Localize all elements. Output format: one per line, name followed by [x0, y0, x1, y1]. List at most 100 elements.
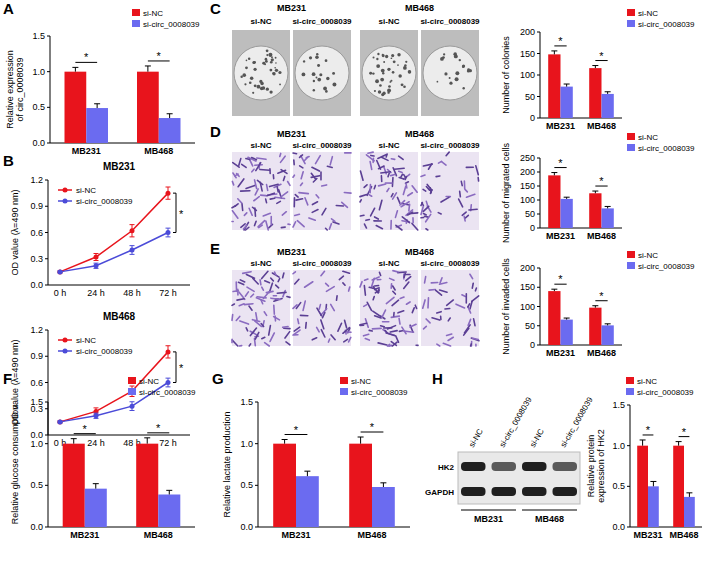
- y-tick: [45, 206, 48, 207]
- cell: [470, 344, 472, 346]
- cell: [261, 300, 263, 304]
- y-tick-label: 0.5: [30, 480, 43, 490]
- error-bar: [94, 254, 99, 261]
- cell: [249, 208, 252, 215]
- cell: [404, 282, 409, 288]
- error-bar: [72, 67, 78, 71]
- cell: [381, 176, 383, 182]
- y-tick-label: 0: [530, 340, 535, 350]
- error-bar: [564, 84, 570, 87]
- cell: [321, 330, 325, 337]
- y-tick-label: 250: [520, 153, 535, 163]
- colony: [269, 90, 272, 93]
- cell: [332, 219, 335, 222]
- cell: [412, 186, 417, 192]
- group-line: [522, 510, 577, 511]
- legend-swatch: [627, 133, 635, 140]
- colony: [266, 54, 268, 56]
- y-tick-label: 0.6: [30, 378, 43, 388]
- cell: [331, 304, 335, 310]
- image-condition-label: si-circ_0008039: [292, 141, 352, 150]
- error-bar: [564, 318, 570, 320]
- y-axis-label: Number of migrated cells: [501, 142, 511, 243]
- significance: *: [558, 157, 563, 169]
- error-bar: [166, 228, 171, 237]
- cell: [322, 208, 326, 214]
- cell: [399, 171, 402, 172]
- cell: [326, 283, 329, 286]
- cell: [399, 178, 404, 179]
- significance: *: [558, 35, 563, 47]
- bar: [85, 489, 107, 527]
- colony: [382, 54, 385, 57]
- marker: [130, 228, 135, 233]
- cell: [253, 207, 257, 210]
- error-bar: [145, 66, 151, 72]
- error-bar: [564, 197, 570, 199]
- cell: [269, 326, 271, 335]
- cell: [436, 175, 440, 177]
- cell: [349, 337, 351, 342]
- cell: [299, 193, 308, 194]
- photo-bg: [293, 152, 351, 230]
- y-axis-label: OD value (λ=490 nm): [10, 190, 20, 276]
- marker: [94, 413, 99, 418]
- legend: si-NCsi-circ_0008039: [340, 377, 408, 397]
- cell: [396, 225, 402, 230]
- y-tick: [47, 71, 50, 72]
- cell: [277, 201, 281, 203]
- cell: [377, 279, 381, 281]
- cell: [438, 161, 441, 163]
- colony: [443, 53, 445, 55]
- colony: [332, 72, 335, 75]
- cell: [437, 344, 440, 346]
- cell: [438, 213, 441, 214]
- cell: [305, 157, 308, 160]
- colony: [437, 81, 439, 83]
- cell: [403, 186, 405, 194]
- significance: *: [370, 421, 375, 433]
- colony: [391, 57, 393, 59]
- photo: [232, 270, 290, 346]
- cell: [293, 272, 295, 274]
- cell: [244, 213, 246, 215]
- colony: [455, 71, 459, 75]
- y-tick-label: 0.9: [30, 351, 43, 361]
- colony: [376, 64, 380, 68]
- cell: [404, 331, 414, 332]
- cell: [426, 214, 431, 221]
- colony: [332, 83, 336, 87]
- significance: *: [599, 50, 604, 62]
- y-tick: [627, 405, 630, 406]
- cell: [250, 328, 256, 336]
- cell: [472, 283, 475, 288]
- colony: [403, 85, 406, 88]
- cell: [270, 217, 272, 225]
- y-tick: [45, 285, 48, 286]
- image-group-label: MB468: [405, 129, 434, 139]
- cell: [246, 158, 250, 161]
- x-tick-label: MB468: [587, 348, 616, 358]
- cell: [238, 179, 244, 187]
- cell: [425, 277, 426, 283]
- legend-swatch: [627, 251, 635, 258]
- colony: [462, 87, 464, 89]
- cell: [249, 344, 250, 346]
- y-tick: [47, 36, 50, 37]
- bar: [561, 87, 573, 118]
- cell: [275, 272, 276, 275]
- cell: [445, 308, 450, 310]
- cell: [345, 152, 351, 154]
- x-tick-label: MB231: [546, 231, 575, 241]
- colony: [269, 69, 272, 72]
- y-tick: [45, 382, 48, 383]
- colony: [240, 75, 242, 77]
- cell: [423, 300, 425, 308]
- cell: [375, 285, 379, 287]
- cell: [472, 296, 479, 301]
- legend-swatch: [128, 377, 136, 384]
- cell: [468, 307, 471, 313]
- panel-letter: H: [432, 370, 443, 387]
- error-bar: [605, 92, 611, 94]
- cell: [462, 295, 465, 297]
